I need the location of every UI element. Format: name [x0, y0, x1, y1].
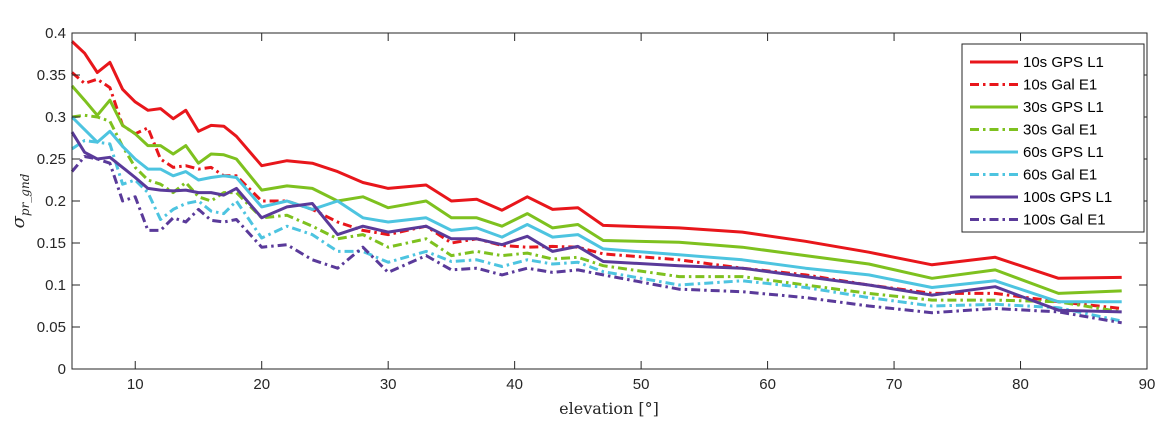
series-line-60s-gps-l1 [70, 115, 1122, 304]
legend-box [961, 43, 1145, 233]
y-tick-label: 0.2 [45, 193, 66, 210]
x-tick-label: 30 [380, 376, 397, 393]
y-tick-label: 0.05 [37, 319, 66, 336]
x-tick-label: 60 [759, 376, 776, 393]
series-line-10s-gal-e1 [71, 71, 1122, 310]
y-axis-label: σpr_gnd [8, 173, 32, 228]
series-line-100s-gps-l1 [70, 131, 1122, 314]
series-line-100s-gal-e1 [70, 155, 1122, 325]
legend-label: 30s GPS L1 [1023, 99, 1104, 116]
y-tick-label: 0.4 [45, 25, 66, 42]
y-tick-label: 0.35 [37, 67, 66, 84]
axes: 10 20 30 40 50 60 70 80 90 0 0.05 0.1 0.15 0.2 0.25 0.3… [37, 25, 1156, 393]
series-line-30s-gps-l1 [70, 84, 1122, 295]
x-tick-label: 10 [127, 376, 144, 393]
y-tick-label: 0.3 [45, 109, 66, 126]
legend-label: 30s Gal E1 [1023, 122, 1097, 139]
x-tick-label: 40 [506, 376, 523, 393]
y-tick-label: 0 [58, 361, 66, 378]
series-layer [70, 40, 1123, 325]
legend-label: 10s GPS L1 [1023, 54, 1104, 71]
legend: 10s GPS L1 10s Gal E1 30s GPS L1 30s Gal E1… [961, 43, 1145, 233]
legend-label: 100s GPS L1 [1023, 189, 1112, 206]
series-line-30s-gal-e1 [71, 113, 1122, 314]
x-tick-label: 90 [1139, 376, 1156, 393]
series-line-60s-gal-e1 [71, 139, 1123, 323]
legend-label: 60s GPS L1 [1023, 144, 1104, 161]
x-tick-label: 80 [1012, 376, 1029, 393]
legend-label: 60s Gal E1 [1023, 167, 1097, 184]
x-axis-label: elevation [°] [559, 399, 659, 418]
y-tick-label: 0.25 [37, 151, 66, 168]
y-tick-label: 0.1 [45, 277, 66, 294]
x-tick-label: 50 [633, 376, 650, 393]
y-axis-label-main: σ [8, 215, 29, 228]
y-tick-label: 0.15 [37, 235, 66, 252]
legend-label: 10s Gal E1 [1023, 77, 1097, 94]
legend-label: 100s Gal E1 [1023, 212, 1106, 229]
series-line-10s-gps-l1 [70, 40, 1122, 280]
x-tick-label: 20 [253, 376, 270, 393]
x-tick-label: 70 [886, 376, 903, 393]
y-axis-label-sub: pr_gnd [18, 173, 32, 216]
